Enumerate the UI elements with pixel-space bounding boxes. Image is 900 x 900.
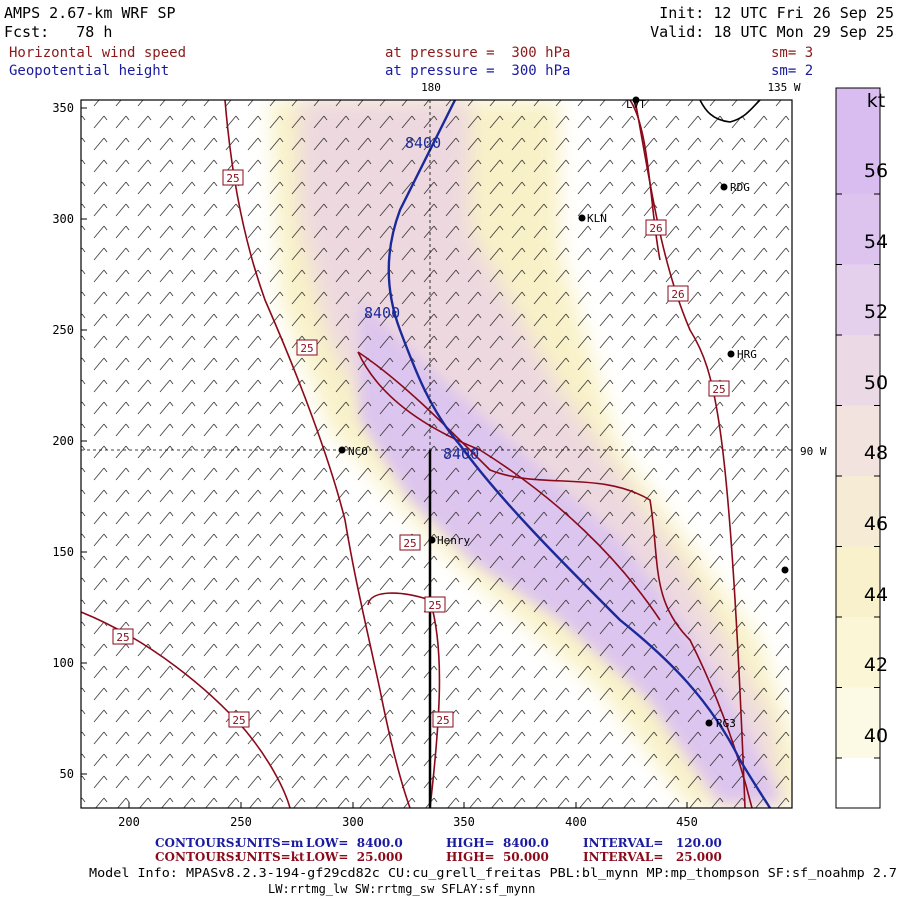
contour-2-units: UNITS=kt	[236, 850, 305, 864]
x-tick-marks	[128, 802, 688, 808]
x-tick-350: 350	[453, 815, 475, 829]
station-hrg: HRG	[737, 348, 757, 361]
stations: LVT RDG KLN HRG NCO Henry RG3	[338, 96, 789, 730]
field-1-name: Horizontal wind speed	[9, 45, 186, 61]
valid-time: Valid: 18 UTC Mon 29 Sep 25	[650, 23, 894, 41]
height-label-2: 8400	[364, 304, 400, 322]
contour-1-units: UNITS=m	[236, 836, 304, 850]
wind-label-7: 25	[436, 714, 449, 727]
x-tick-200: 200	[118, 815, 140, 829]
contour-1-high: HIGH= 8400.0	[446, 836, 549, 850]
y-tick-100: 100	[52, 656, 74, 670]
colorbar-label-40: 40	[864, 725, 888, 747]
init-time: Init: 12 UTC Fri 26 Sep 25	[659, 4, 894, 22]
station-nco: NCO	[348, 445, 368, 458]
contour-2-label: CONTOURS:	[155, 850, 239, 864]
wind-label-5: 25	[116, 631, 129, 644]
wind-label-10: 25	[712, 383, 725, 396]
colorbar: kt 56 54 52 50 48 46 44 42 40	[835, 87, 888, 809]
field-1-level: at pressure = 300 hPa	[385, 45, 570, 61]
height-contour-8400	[387, 100, 772, 808]
colorbar-unit: kt	[867, 90, 885, 112]
x-tick-400: 400	[565, 815, 587, 829]
y-tick-marks	[81, 107, 87, 775]
meridian-label-90w: 90 W	[800, 445, 827, 458]
station-kln: KLN	[587, 212, 607, 225]
y-tick-50: 50	[60, 767, 74, 781]
colorbar-label-52: 52	[864, 301, 888, 323]
forecast-hour: Fcst: 78 h	[4, 23, 112, 41]
contour-2-interval: INTERVAL= 25.000	[583, 850, 722, 864]
model-info: Model Info: MPASv8.2.3-194-gf29cd82c CU:…	[89, 866, 897, 880]
contour-1-interval: INTERVAL= 120.00	[583, 836, 722, 850]
colorbar-label-42: 42	[864, 654, 888, 676]
wind-contours	[81, 100, 753, 808]
station-henry: Henry	[437, 534, 470, 547]
field-2-name: Geopotential height	[9, 63, 169, 79]
height-label-3: 8400	[443, 445, 479, 463]
height-label-1: 8400	[405, 134, 441, 152]
meridian-label-135w: 135 W	[767, 81, 800, 94]
y-tick-200: 200	[52, 434, 74, 448]
wind-label-3: 25	[403, 537, 416, 550]
model-title: AMPS 2.67-km WRF SP	[4, 4, 176, 22]
colorbar-label-48: 48	[864, 442, 888, 464]
colorbar-label-50: 50	[864, 372, 888, 394]
wind-label-1: 25	[226, 172, 239, 185]
y-axis: 50 100 150 200 250 300 350	[52, 101, 74, 781]
x-tick-300: 300	[342, 815, 364, 829]
contour-2-high: HIGH= 50.000	[446, 850, 549, 864]
x-tick-250: 250	[230, 815, 252, 829]
model-info-2: LW:rrtmg_lw SW:rrtmg_sw SFLAY:sf_mynn	[268, 882, 535, 896]
meridian-label-180: 180	[421, 81, 441, 94]
colorbar-label-56: 56	[864, 160, 888, 182]
field-1-sm: sm= 3	[771, 45, 813, 61]
x-tick-450: 450	[676, 815, 698, 829]
y-tick-150: 150	[52, 545, 74, 559]
colorbar-label-54: 54	[864, 231, 888, 253]
field-2-sm: sm= 2	[771, 63, 813, 79]
coastline	[699, 100, 761, 123]
field-2-level: at pressure = 300 hPa	[385, 63, 570, 79]
contour-2-low: LOW= 25.000	[306, 850, 403, 864]
wind-contour-labels: 25 25 25 25 25 25 25 26 26 25	[112, 169, 730, 728]
y-tick-250: 250	[52, 323, 74, 337]
station-rdg: RDG	[730, 181, 750, 194]
y-tick-300: 300	[52, 212, 74, 226]
wind-label-4: 25	[428, 599, 441, 612]
contour-1-low: LOW= 8400.0	[306, 836, 403, 850]
x-axis: 200 250 300 350 400 450	[118, 815, 698, 829]
colorbar-label-46: 46	[864, 513, 888, 535]
contour-1-label: CONTOURS:	[155, 836, 239, 850]
wind-label-8: 26	[649, 222, 662, 235]
colorbar-label-44: 44	[864, 584, 888, 606]
plot-area	[81, 100, 792, 808]
y-tick-350: 350	[52, 101, 74, 115]
station-lvt: LVT	[626, 98, 646, 111]
wind-label-2: 25	[300, 342, 313, 355]
footer: CONTOURS: UNITS=m LOW= 8400.0 HIGH= 8400…	[155, 836, 722, 864]
wind-label-9: 26	[671, 288, 684, 301]
wind-label-6: 25	[232, 714, 245, 727]
plot-frame	[80, 99, 793, 809]
station-rg3: RG3	[716, 717, 736, 730]
